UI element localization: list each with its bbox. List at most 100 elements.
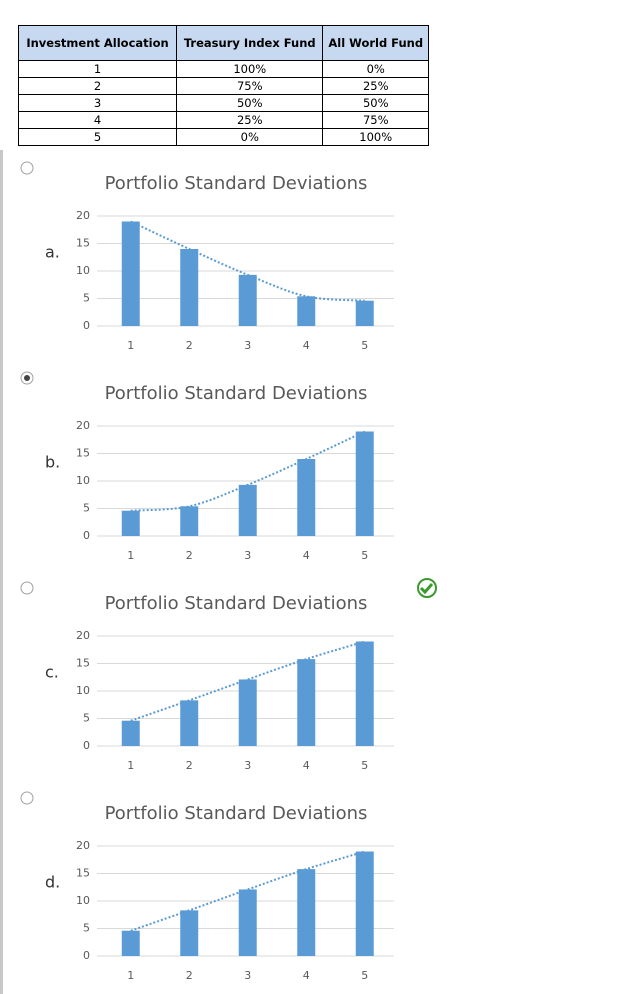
trendline <box>130 430 366 512</box>
y-tick-label: 5 <box>83 712 90 725</box>
y-tick-label: 0 <box>83 529 90 542</box>
bar <box>355 641 374 746</box>
bar <box>180 700 199 746</box>
bar <box>297 459 316 536</box>
table-body: 1 100% 0% 2 75% 25% 3 50% 50% 4 25% 75% 5 0% 100% <box>17 60 429 146</box>
y-tick-label: 5 <box>83 922 90 935</box>
x-tick-label: 1 <box>127 339 134 352</box>
x-tick-label: 3 <box>244 339 251 352</box>
allocation-table: Investment Allocation Treasury Index Fund… <box>17 25 429 146</box>
x-tick-label: 4 <box>303 339 310 352</box>
bar <box>238 889 257 956</box>
radio-button[interactable] <box>20 581 34 595</box>
table-cell: 0% <box>176 128 324 146</box>
x-tick-label: 2 <box>186 759 193 772</box>
table-cell: 75% <box>322 111 429 129</box>
y-tick-label: 0 <box>83 949 90 962</box>
bar <box>355 851 374 956</box>
y-tick-label: 5 <box>83 292 90 305</box>
table-header: Investment Allocation Treasury Index Fund… <box>17 25 429 61</box>
bar <box>297 659 316 746</box>
bar <box>355 431 374 536</box>
option-letter: b. <box>45 453 60 472</box>
table-cell: 5 <box>17 128 178 146</box>
bar <box>121 930 140 956</box>
x-tick-label: 4 <box>303 969 310 982</box>
y-tick-label: 10 <box>76 894 90 907</box>
y-tick-label: 0 <box>83 739 90 752</box>
x-tick-label: 5 <box>361 549 368 562</box>
y-tick-label: 10 <box>76 264 90 277</box>
y-tick-label: 0 <box>83 319 90 332</box>
header-cell: All World Fund <box>322 25 429 61</box>
chart-title: Portfolio Standard Deviations <box>105 383 368 404</box>
x-tick-label: 2 <box>186 969 193 982</box>
bar <box>238 274 257 326</box>
radio-button[interactable] <box>20 791 34 805</box>
table-row: 3 50% 50% <box>17 94 429 112</box>
trendline <box>130 640 366 722</box>
y-tick-label: 10 <box>76 684 90 697</box>
bar <box>180 910 199 956</box>
bar <box>297 296 316 326</box>
y-tick-label: 20 <box>76 629 90 642</box>
side-border <box>0 150 3 994</box>
table-cell: 75% <box>176 77 324 95</box>
y-tick-label: 15 <box>76 447 90 460</box>
x-tick-label: 1 <box>127 759 134 772</box>
bar <box>238 679 257 746</box>
option-letter: d. <box>45 873 60 892</box>
radio-dot <box>24 375 30 381</box>
bar <box>180 249 199 326</box>
y-tick-label: 15 <box>76 237 90 250</box>
option-letter: a. <box>45 243 60 262</box>
table-cell: 50% <box>176 94 324 112</box>
x-tick-label: 5 <box>361 969 368 982</box>
radio-button[interactable] <box>20 161 34 175</box>
check <box>419 583 434 595</box>
table-cell: 0% <box>322 60 429 78</box>
header-cell: Treasury Index Fund <box>176 25 324 61</box>
chart-title: Portfolio Standard Deviations <box>105 593 368 614</box>
bar <box>180 506 199 536</box>
header-cell: Investment Allocation <box>17 25 178 61</box>
x-tick-label: 1 <box>127 549 134 562</box>
option-letter: c. <box>45 663 59 682</box>
bar <box>121 221 140 326</box>
table-cell: 50% <box>322 94 429 112</box>
bar <box>121 720 140 746</box>
chart-title: Portfolio Standard Deviations <box>105 803 368 824</box>
bar <box>297 869 316 956</box>
y-tick-label: 20 <box>76 419 90 432</box>
x-tick-label: 4 <box>303 759 310 772</box>
x-tick-label: 2 <box>186 339 193 352</box>
table-row: 4 25% 75% <box>17 111 429 129</box>
y-tick-label: 10 <box>76 474 90 487</box>
y-tick-label: 5 <box>83 502 90 515</box>
y-tick-label: 20 <box>76 839 90 852</box>
chart-title: Portfolio Standard Deviations <box>105 173 368 194</box>
x-tick-label: 4 <box>303 549 310 562</box>
y-tick-label: 20 <box>76 209 90 222</box>
correct-mark <box>417 578 437 598</box>
x-tick-label: 5 <box>361 339 368 352</box>
y-tick-label: 15 <box>76 867 90 880</box>
x-tick-label: 3 <box>244 549 251 562</box>
x-tick-label: 3 <box>244 969 251 982</box>
x-tick-label: 3 <box>244 759 251 772</box>
table-cell: 100% <box>322 128 429 146</box>
x-tick-label: 5 <box>361 759 368 772</box>
table-row: 5 0% 100% <box>17 128 429 146</box>
trendline <box>130 850 366 932</box>
table-cell: 25% <box>322 77 429 95</box>
table-row: 1 100% 0% <box>17 60 429 78</box>
x-tick-label: 2 <box>186 549 193 562</box>
table-cell: 25% <box>176 111 324 129</box>
x-tick-label: 1 <box>127 969 134 982</box>
trendline <box>130 220 365 302</box>
y-tick-label: 15 <box>76 657 90 670</box>
bar <box>355 300 374 326</box>
bar <box>238 484 257 536</box>
